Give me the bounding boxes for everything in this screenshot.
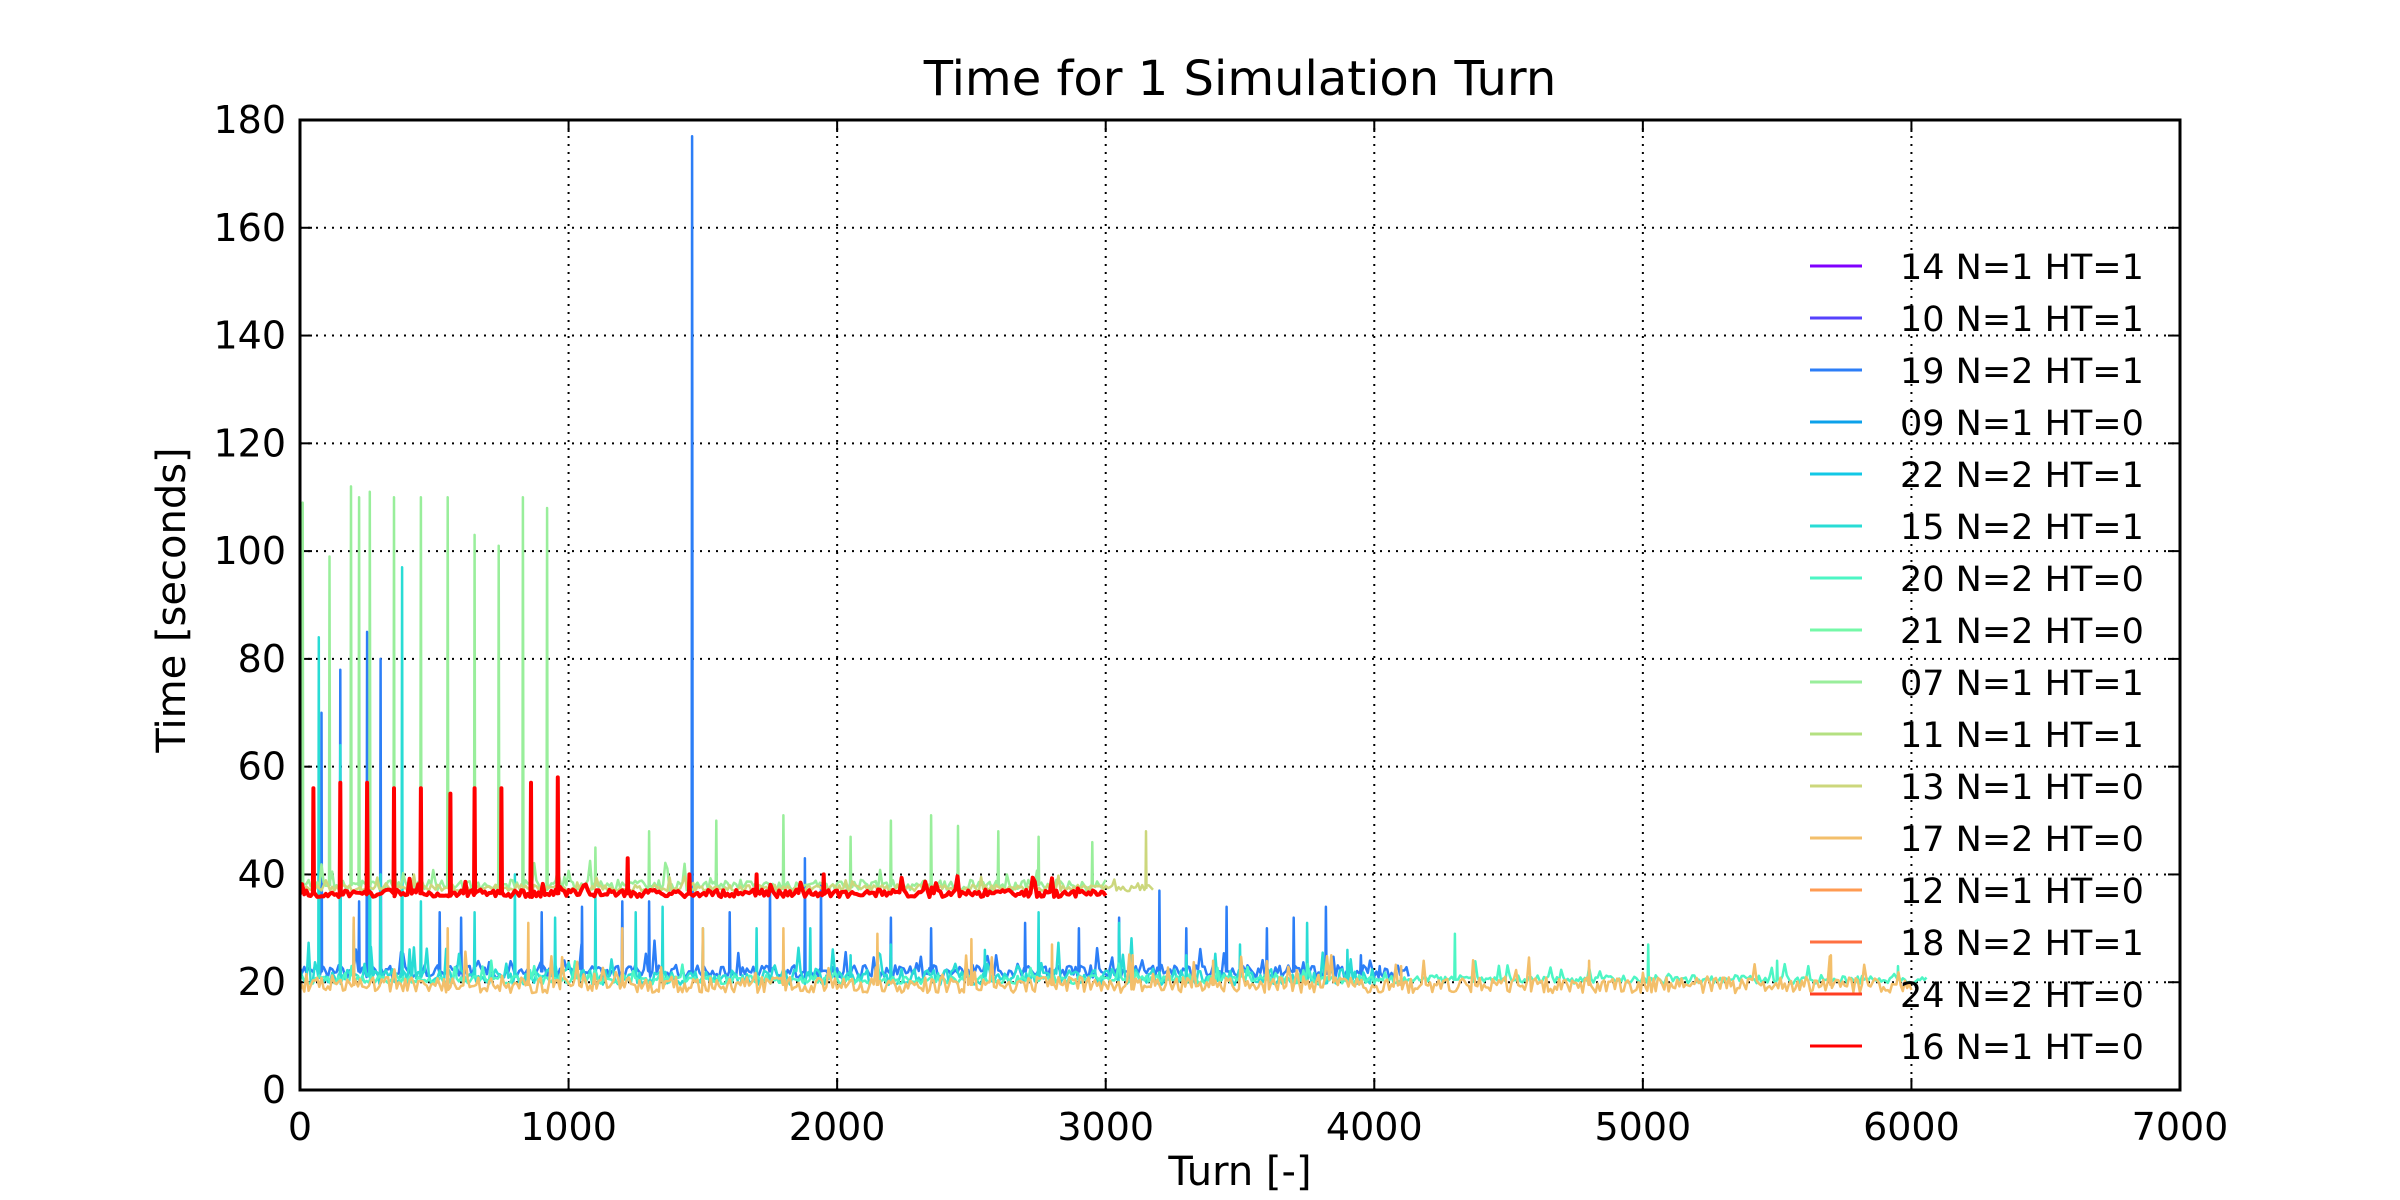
series-line-16 — [300, 775, 1108, 900]
chart-title: Time for 1 Simulation Turn — [923, 51, 1556, 107]
legend-entry-label: 09 N=1 HT=0 — [1900, 404, 2144, 444]
legend: 14 N=1 HT=1 10 N=1 HT=1 19 N=2 HT=1 09 N=1 … — [1810, 248, 2144, 1068]
series-line-17 — [300, 916, 1913, 995]
series-line-19 — [300, 134, 1410, 980]
legend-entry-label: 18 N=2 HT=1 — [1900, 924, 2144, 964]
x-tick-label: 6000 — [1863, 1105, 1960, 1149]
x-tick-label: 2000 — [789, 1105, 886, 1149]
y-tick-label: 0 — [262, 1068, 286, 1112]
series-lines — [300, 134, 1928, 995]
legend-entry-label: 13 N=1 HT=0 — [1900, 768, 2144, 808]
x-tick-label: 3000 — [1057, 1105, 1154, 1149]
legend-entry-label: 10 N=1 HT=1 — [1900, 300, 2144, 340]
plot-frame — [298, 118, 2182, 1092]
legend-entry-label: 17 N=2 HT=0 — [1900, 820, 2144, 860]
x-tick-label: 4000 — [1326, 1105, 1423, 1149]
legend-entry-label: 12 N=1 HT=0 — [1900, 872, 2144, 912]
legend-entry-label: 24 N=2 HT=0 — [1900, 976, 2144, 1016]
y-tick-label: 180 — [213, 98, 286, 142]
x-tick-label: 0 — [288, 1105, 312, 1149]
y-tick-label: 160 — [213, 206, 286, 250]
y-tick-label: 80 — [238, 637, 286, 681]
y-tick-labels: 0 20 40 60 80 100 120 140 160 180 — [213, 98, 286, 1112]
x-tick-label: 5000 — [1594, 1105, 1691, 1149]
legend-entry-label: 07 N=1 HT=1 — [1900, 664, 2144, 704]
legend-entry-label: 11 N=1 HT=1 — [1900, 716, 2144, 756]
series-line-13 — [300, 830, 1154, 893]
x-tick-labels: 0 1000 2000 3000 4000 5000 6000 7000 — [288, 1105, 2228, 1149]
y-tick-label: 40 — [238, 852, 286, 896]
y-tick-label: 120 — [213, 421, 286, 465]
legend-entry-label: 21 N=2 HT=0 — [1900, 612, 2144, 652]
y-axis-label: Time [seconds] — [149, 447, 195, 753]
legend-entry-label: 20 N=2 HT=0 — [1900, 560, 2144, 600]
legend-entry-label: 15 N=2 HT=1 — [1900, 508, 2144, 548]
x-tick-label: 7000 — [2132, 1105, 2229, 1149]
legend-entry-label: 16 N=1 HT=0 — [1900, 1028, 2144, 1068]
legend-entry-label: 19 N=2 HT=1 — [1900, 352, 2144, 392]
y-tick-label: 60 — [238, 745, 286, 789]
x-tick-label: 1000 — [520, 1105, 617, 1149]
y-tick-label: 100 — [213, 529, 286, 573]
legend-entry-label: 22 N=2 HT=1 — [1900, 456, 2144, 496]
x-axis-label: Turn [-] — [1167, 1149, 1311, 1195]
y-tick-label: 140 — [213, 314, 286, 358]
series-line-20 — [300, 932, 1928, 986]
legend-entry-label: 14 N=1 HT=1 — [1900, 248, 2144, 288]
y-tick-label: 20 — [238, 960, 286, 1004]
